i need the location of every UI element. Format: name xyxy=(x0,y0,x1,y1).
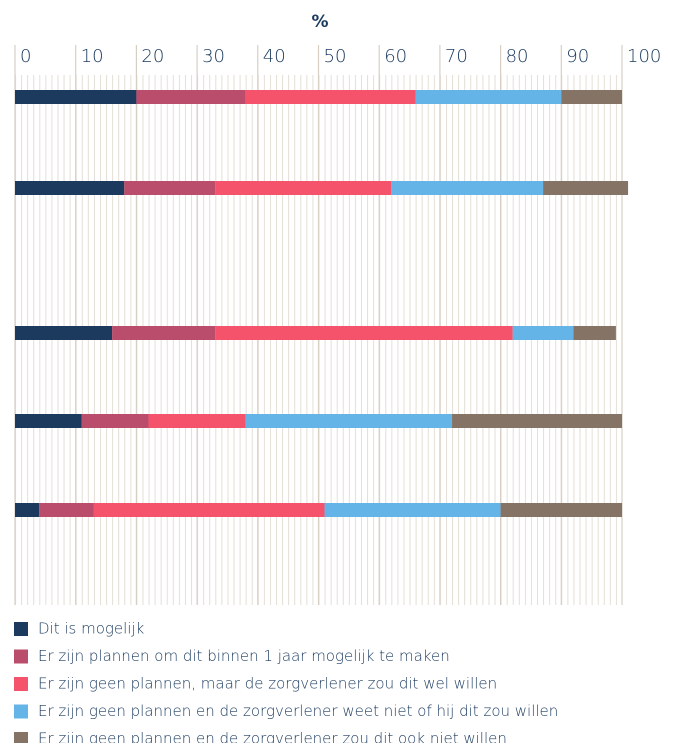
x-tick-label: 100 xyxy=(627,46,661,67)
legend-label: Er zijn plannen om dit binnen 1 jaar mog… xyxy=(38,647,450,665)
x-tick-label: 40 xyxy=(263,46,286,67)
bar-segment xyxy=(93,503,325,517)
legend-swatch xyxy=(14,649,28,664)
bar-segment xyxy=(245,414,453,428)
bar-segment xyxy=(15,326,113,340)
legend-label: Er zijn geen plannen, maar de zorgverlen… xyxy=(38,675,497,693)
x-tick-label: 90 xyxy=(566,46,589,67)
bar-segment xyxy=(415,90,562,104)
x-tick-label: 30 xyxy=(202,46,225,67)
bar-segment xyxy=(561,90,622,104)
x-tick-label: 50 xyxy=(324,46,347,67)
bar-segment xyxy=(148,414,246,428)
bar-segment xyxy=(452,414,622,428)
bar-segment xyxy=(39,503,94,517)
bar-segment xyxy=(324,503,501,517)
x-tick-label: 0 xyxy=(20,46,31,67)
bar-segment xyxy=(136,90,246,104)
bar-segment xyxy=(512,326,574,340)
x-tick-label: 10 xyxy=(81,46,104,67)
legend-swatch xyxy=(14,732,28,743)
legend-label: Dit is mogelijk xyxy=(38,620,145,638)
bar-segment xyxy=(15,503,40,517)
bar-segment xyxy=(124,181,216,195)
chart-title: % xyxy=(311,12,328,32)
bar-segment xyxy=(81,414,149,428)
bar-segment xyxy=(573,326,616,340)
bar-segment xyxy=(543,181,629,195)
bar-segment xyxy=(500,503,622,517)
bar-segment xyxy=(215,326,513,340)
x-tick-label: 60 xyxy=(384,46,407,67)
legend-swatch xyxy=(14,704,28,719)
x-tick-label: 80 xyxy=(506,46,529,67)
x-tick-label: 20 xyxy=(141,46,164,67)
x-tick-label: 70 xyxy=(445,46,468,67)
legend-label: Er zijn geen plannen en de zorgverlener … xyxy=(38,702,558,720)
legend-swatch xyxy=(14,677,28,691)
legend-swatch xyxy=(14,622,28,636)
bar-segment xyxy=(15,90,137,104)
bar-segment xyxy=(215,181,392,195)
legend-label: Er zijn geen plannen en de zorgverlener … xyxy=(38,730,507,743)
bar-segment xyxy=(391,181,544,195)
bar-segment xyxy=(245,90,416,104)
bar-segment xyxy=(15,181,125,195)
bar-segment xyxy=(15,414,82,428)
bar-segment xyxy=(112,326,216,340)
